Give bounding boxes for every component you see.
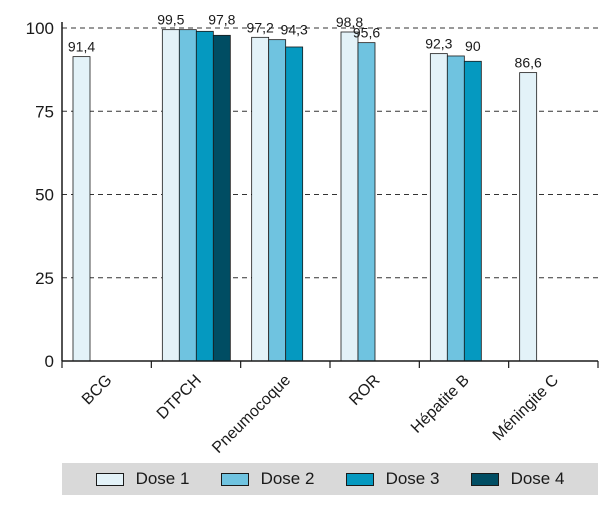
data-label: 94,3 — [281, 22, 308, 38]
bar — [72, 56, 91, 362]
bar — [178, 29, 197, 362]
bar — [357, 42, 376, 362]
data-label: 98,8 — [336, 14, 363, 30]
legend-label: Dose 2 — [260, 469, 315, 488]
legend-item-dose-4: Dose 4 — [470, 469, 565, 489]
data-label: 90 — [465, 38, 481, 54]
legend-label: Dose 3 — [385, 469, 440, 488]
data-label: 99,5 — [157, 12, 184, 28]
legend-swatch — [95, 472, 124, 486]
bar — [429, 53, 448, 362]
x-category-label: Méningite C — [490, 372, 562, 444]
x-category-label: ROR — [346, 372, 383, 409]
y-tick-label: 50 — [35, 186, 54, 205]
bars — [72, 29, 538, 362]
legend-label: Dose 1 — [135, 469, 190, 488]
y-tick-label: 100 — [26, 19, 54, 38]
data-label: 86,6 — [515, 55, 542, 71]
legend-swatch — [470, 472, 499, 486]
legend: Dose 1 Dose 2 Dose 3 Dose 4 — [62, 463, 598, 495]
y-tick-label: 75 — [35, 102, 54, 121]
bar — [212, 34, 231, 362]
x-category-label: Hépatite B — [408, 372, 473, 437]
data-label: 97,8 — [208, 12, 235, 28]
x-category-label: BCG — [79, 372, 116, 409]
bar — [463, 60, 482, 362]
data-label: 95,6 — [353, 25, 380, 41]
x-axis-labels: BCG DTPCH Pneumocoque ROR Hépatite B Méningit… — [79, 372, 562, 457]
data-label: 91,4 — [68, 39, 95, 55]
legend-item-dose-3: Dose 3 — [345, 469, 440, 489]
bar — [446, 55, 465, 362]
bar — [161, 29, 180, 362]
bar — [285, 46, 304, 362]
bar — [195, 30, 214, 362]
y-axis-ticks: 0 25 50 75 100 — [26, 19, 54, 371]
axes — [61, 22, 599, 368]
bar — [268, 39, 287, 362]
legend-item-dose-2: Dose 2 — [220, 469, 315, 489]
legend-item-dose-1: Dose 1 — [95, 469, 190, 489]
legend-swatch — [220, 472, 249, 486]
data-labels: 91,4 99,5 97,8 97,2 94,3 98,895,6 92,3 90 86,6 — [68, 12, 542, 71]
x-category-label: DTPCH — [154, 372, 205, 423]
bar — [519, 72, 538, 362]
bar — [340, 31, 359, 362]
y-tick-label: 25 — [35, 269, 54, 288]
legend-swatch — [345, 472, 374, 486]
x-category-label: Pneumocoque — [209, 372, 294, 457]
data-label: 92,3 — [425, 36, 452, 52]
bar — [251, 36, 270, 362]
y-tick-label: 0 — [45, 352, 54, 371]
legend-label: Dose 4 — [510, 469, 565, 488]
data-label: 97,2 — [247, 19, 274, 35]
